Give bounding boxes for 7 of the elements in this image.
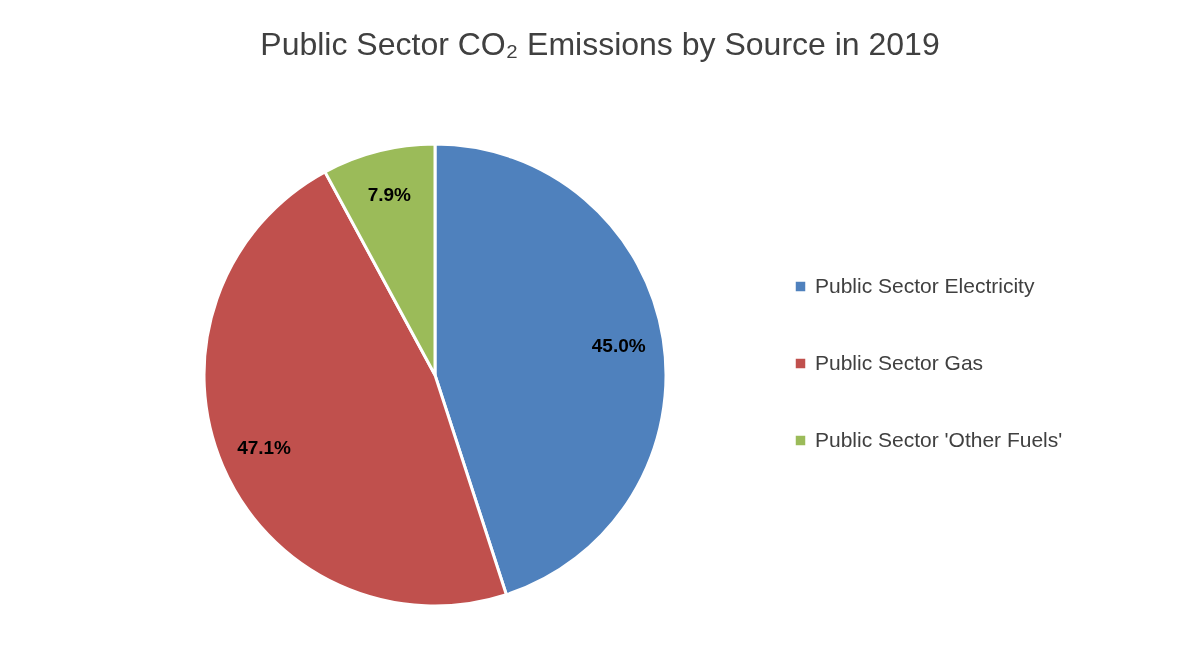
- data-label: 7.9%: [367, 183, 412, 205]
- data-label: 45.0%: [591, 334, 646, 356]
- chart-title: Public Sector CO₂ Emissions by Source in 2019: [260, 26, 940, 62]
- data-label: 47.1%: [237, 437, 292, 459]
- legend-label: Public Sector Electricity: [815, 273, 1035, 297]
- legend-label: Public Sector 'Other Fuels': [815, 427, 1063, 451]
- legend-label: Public Sector Gas: [815, 350, 984, 374]
